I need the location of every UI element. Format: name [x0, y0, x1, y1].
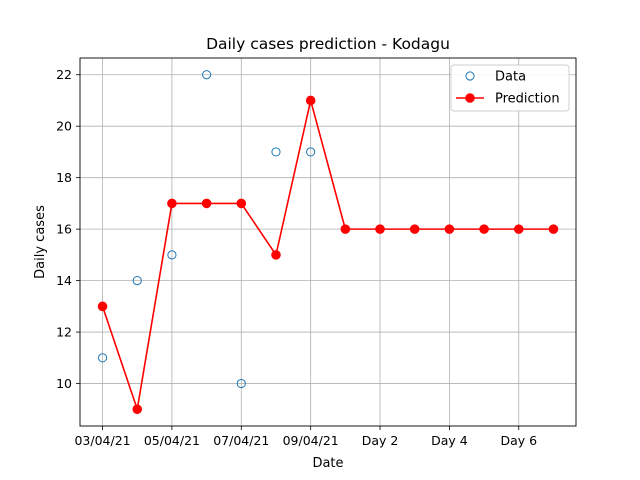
data-point [306, 147, 316, 157]
ticks: 03/04/21 05/04/21 07/04/21 09/04/21 Day 2 Day… [56, 67, 537, 448]
legend-prediction-label: Prediction [495, 92, 560, 107]
x-tick-label: 07/04/21 [213, 433, 269, 448]
legend-prediction-marker [465, 93, 475, 103]
x-tick-label: 09/04/21 [283, 433, 339, 448]
prediction-point [271, 250, 281, 260]
chart-title: Daily cases prediction - Kodagu [206, 35, 450, 53]
prediction-point [201, 198, 212, 209]
data-point [132, 276, 142, 286]
y-tick-label: 12 [56, 325, 72, 340]
legend-data-marker [465, 71, 475, 81]
x-tick-label: 03/04/21 [74, 433, 130, 448]
y-axis-label: Daily cases [33, 205, 48, 279]
x-tick-label: Day 4 [431, 433, 468, 448]
prediction-point [167, 198, 177, 209]
x-tick-label: Day 2 [362, 433, 399, 448]
prediction-point [97, 301, 108, 312]
series-layer [97, 70, 559, 415]
y-tick-label: 18 [56, 170, 72, 185]
data-point [271, 147, 281, 157]
prediction-point [236, 198, 247, 209]
y-tick-label: 16 [56, 222, 72, 237]
prediction-point [513, 224, 524, 234]
data-point [167, 250, 177, 260]
prediction-point [444, 224, 455, 234]
prediction-point [132, 404, 143, 415]
prediction-point [305, 95, 316, 106]
prediction-point [548, 224, 559, 234]
data-point [202, 70, 212, 80]
legend-data-label: Data [495, 70, 526, 85]
x-tick-label: 05/04/21 [144, 433, 200, 448]
legend-box [450, 64, 570, 112]
y-tick-label: 22 [56, 67, 72, 82]
y-tick-label: 20 [56, 119, 72, 134]
prediction-point [409, 224, 420, 234]
prediction-point [375, 224, 385, 234]
legend: Data Prediction [450, 64, 570, 112]
x-tick-label: Day 6 [500, 433, 537, 448]
y-tick-label: 14 [56, 273, 72, 288]
prediction-line [101, 99, 554, 411]
y-tick-label: 10 [56, 376, 72, 391]
x-axis-label: Date [312, 456, 343, 471]
data-point [236, 378, 246, 389]
data-point [97, 353, 108, 363]
prediction-point [479, 224, 489, 234]
prediction-point [340, 224, 351, 234]
plot-frame [79, 57, 577, 427]
